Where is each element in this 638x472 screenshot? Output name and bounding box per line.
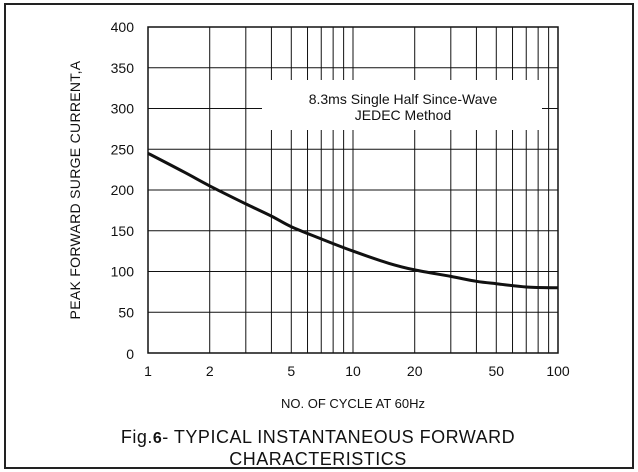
series-curve	[147, 151, 559, 290]
caption-prefix: Fig.	[121, 427, 153, 447]
x-tick-label: 10	[345, 363, 361, 379]
x-tick-labels: 1 2 5 10 20 50 100	[144, 363, 570, 379]
y-tick-label: 400	[111, 19, 135, 35]
x-axis-label: NO. OF CYCLE AT 60Hz	[281, 396, 425, 411]
y-tick-label: 0	[126, 346, 134, 362]
y-tick-label: 250	[111, 141, 135, 157]
y-tick-label: 100	[111, 264, 135, 280]
grid-lines	[148, 27, 558, 353]
y-tick-label: 300	[111, 101, 135, 117]
figure-caption-line-2: CHARACTERISTICS	[229, 449, 407, 469]
annotation-box: 8.3ms Single Half Since-Wave JEDEC Metho…	[262, 80, 542, 130]
caption-text: - TYPICAL INSTANTANEOUS FORWARD	[162, 427, 515, 447]
y-axis-label: PEAK FORWARD SURGE CURRENT,A	[67, 60, 83, 319]
x-tick-label: 2	[206, 363, 214, 379]
x-tick-label: 5	[287, 363, 295, 379]
annotation-line-2: JEDEC Method	[355, 107, 451, 123]
x-tick-label: 50	[488, 363, 504, 379]
annotation-line-1: 8.3ms Single Half Since-Wave	[309, 91, 498, 107]
figure-caption-line-1: Fig.6- TYPICAL INSTANTANEOUS FORWARD	[121, 427, 515, 447]
x-tick-label: 100	[546, 363, 570, 379]
x-tick-label: 1	[144, 363, 152, 379]
y-tick-label: 350	[111, 60, 135, 76]
y-tick-label: 50	[118, 304, 134, 320]
series-line	[147, 151, 559, 290]
x-tick-label: 20	[407, 363, 423, 379]
y-tick-label: 150	[111, 223, 135, 239]
caption-number: 6	[153, 430, 162, 447]
y-tick-label: 200	[111, 182, 135, 198]
y-tick-labels: 0 50 100 150 200 250 300 350 400	[111, 19, 135, 362]
